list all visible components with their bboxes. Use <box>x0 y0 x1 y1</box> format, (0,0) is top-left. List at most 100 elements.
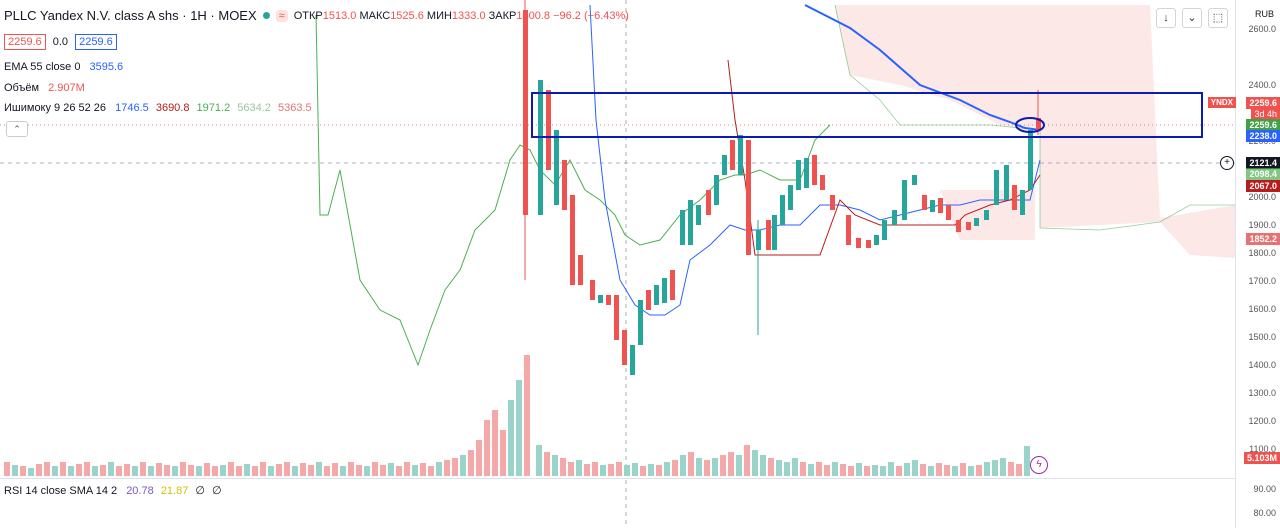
candle <box>974 218 979 226</box>
candle <box>578 255 583 285</box>
pane-toolbar: ↓ ⌄ ⬚ <box>1156 8 1228 28</box>
candle <box>966 222 971 230</box>
chart-area[interactable]: PLLC Yandex N.V. class A shs · 1H · MOEX… <box>0 0 1236 528</box>
candle <box>598 295 603 303</box>
candle <box>820 175 825 190</box>
candles <box>523 0 1041 375</box>
candle <box>892 210 897 225</box>
chevron-down-icon[interactable]: ⌄ <box>1182 8 1202 28</box>
axis-tick: 1400.0 <box>1248 360 1276 370</box>
rsi-axis-tick: 90.00 <box>1253 484 1276 494</box>
candle <box>766 220 771 250</box>
candle <box>714 175 719 205</box>
axis-tick: 1800.0 <box>1248 248 1276 258</box>
candle <box>730 140 735 170</box>
crosshair-plus-icon[interactable]: + <box>1220 156 1234 170</box>
candle <box>946 205 951 220</box>
candle <box>590 280 595 300</box>
candle <box>722 155 727 175</box>
candle <box>984 210 989 220</box>
volume-bars <box>4 355 1030 476</box>
candle <box>570 195 575 285</box>
candle <box>804 158 809 188</box>
candle <box>662 278 667 303</box>
pane-separator[interactable] <box>0 478 1236 479</box>
rsi-axis-tick: 80.00 <box>1253 508 1276 518</box>
collapse-icon[interactable]: ⌃ <box>6 121 28 137</box>
candle <box>630 345 635 375</box>
ichimoku-cloud-future <box>835 5 1236 258</box>
crosshair-price-tag: 2121.4 <box>1246 157 1280 169</box>
candle <box>562 160 567 210</box>
ichimoku-tag: 1852.2 <box>1246 233 1280 245</box>
wave-icon[interactable]: ≈ <box>275 9 288 22</box>
annotation-rectangle <box>531 92 1203 138</box>
candle <box>956 220 961 232</box>
ema-legend[interactable]: EMA 55 close 0 3595.6 <box>4 61 124 73</box>
candle <box>554 130 559 205</box>
axis-tick: 1600.0 <box>1248 304 1276 314</box>
candle <box>1028 130 1033 190</box>
candle <box>1036 118 1041 130</box>
ticker-tag: YNDX <box>1207 97 1236 108</box>
axis-tick: 2600.0 <box>1248 24 1276 34</box>
candle <box>1012 185 1017 210</box>
price-chart-svg[interactable] <box>0 0 1236 528</box>
candle <box>756 230 761 250</box>
candle <box>1004 165 1009 200</box>
candle <box>696 205 701 225</box>
candle <box>922 195 927 210</box>
spread-value: 0.0 <box>52 36 69 48</box>
green-price-tag: 2259.6 <box>1246 119 1280 131</box>
annotation-ellipse <box>1015 117 1045 133</box>
candle <box>830 195 835 210</box>
axis-tick: 1700.0 <box>1248 276 1276 286</box>
countdown-tag: 3d 4h <box>1251 108 1280 120</box>
candle <box>654 285 659 305</box>
candle <box>796 160 801 190</box>
ema-55-line <box>804 4 1041 131</box>
buy-price-box[interactable]: 2259.6 <box>75 34 117 50</box>
candle <box>546 90 551 170</box>
candle <box>646 290 651 310</box>
candle <box>538 80 543 215</box>
candle <box>866 240 871 248</box>
candle <box>1020 190 1025 215</box>
ema-price-tag: 2238.0 <box>1246 130 1280 142</box>
candle <box>994 170 999 205</box>
symbol-title[interactable]: PLLC Yandex N.V. class A shs · 1H · MOEX <box>4 8 257 23</box>
ichimoku-legend[interactable]: Ишимоку 9 26 52 26 1746.5 3690.8 1971.2 … <box>4 102 312 114</box>
candle <box>874 235 879 245</box>
candle <box>614 295 619 340</box>
currency-label[interactable]: RUB <box>1254 9 1274 19</box>
flash-icon[interactable]: ϟ <box>1030 456 1048 474</box>
price-boxes: 2259.6 0.0 2259.6 <box>4 34 121 50</box>
candle <box>788 185 793 210</box>
rsi-legend[interactable]: RSI 14 close SMA 14 2 20.78 21.87 ∅ ∅ <box>4 485 222 497</box>
candle <box>738 135 743 175</box>
candle <box>670 270 675 300</box>
axis-tick: 1100.0 <box>1249 444 1276 454</box>
axis-tick: 2000.0 <box>1248 192 1276 202</box>
candle <box>638 300 643 345</box>
candle <box>606 295 611 305</box>
sell-price-box[interactable]: 2259.6 <box>4 34 46 50</box>
volume-legend[interactable]: Объём 2.907M <box>4 82 85 94</box>
price-axis[interactable]: RUB 2600.0 2400.0 2200.0 2000.0 1900.0 1… <box>1235 0 1280 528</box>
candle <box>846 215 851 245</box>
candle <box>706 190 711 215</box>
candle <box>938 198 943 213</box>
axis-tick: 1900.0 <box>1248 220 1276 230</box>
market-status-icon <box>262 12 270 19</box>
fullscreen-icon[interactable]: ⬚ <box>1208 8 1228 28</box>
candle <box>856 238 861 248</box>
arrow-down-icon[interactable]: ↓ <box>1156 8 1176 28</box>
candle <box>772 215 777 250</box>
candle <box>680 210 685 245</box>
axis-tick: 1200.0 <box>1248 416 1276 426</box>
axis-tick: 1500.0 <box>1248 332 1276 342</box>
ohlc-values: ОТКР1513.0 МАКС1525.6 МИН1333.0 ЗАКР1400… <box>293 9 629 22</box>
candle <box>622 330 627 365</box>
axis-tick: 2400.0 <box>1248 80 1276 90</box>
candle <box>882 220 887 240</box>
